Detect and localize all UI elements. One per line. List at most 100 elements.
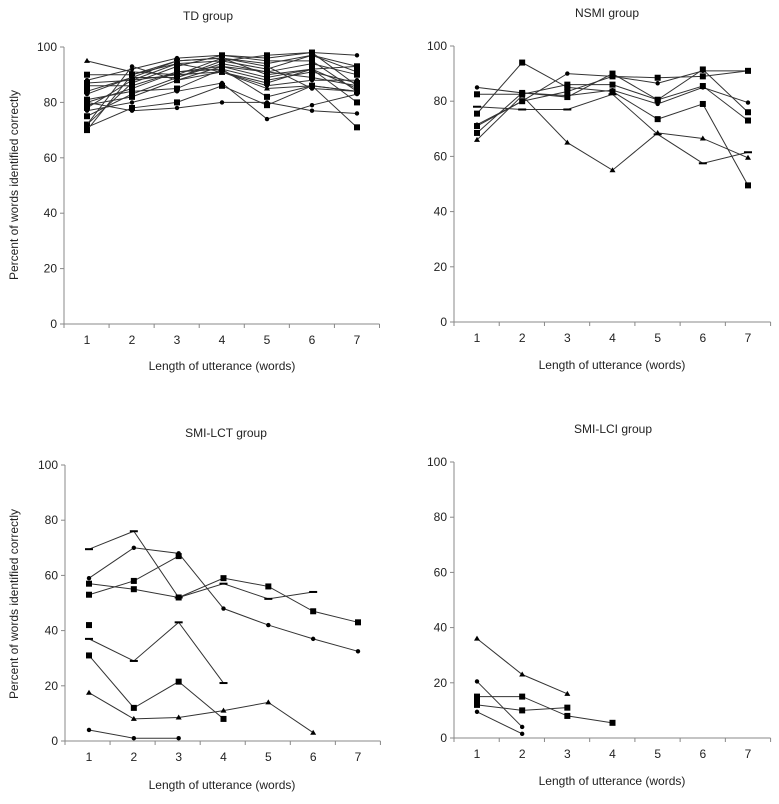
series-4 xyxy=(86,575,361,626)
data-point-square xyxy=(264,102,270,109)
series-3 xyxy=(474,59,751,189)
data-point-square xyxy=(129,80,135,87)
data-point-square xyxy=(519,693,526,700)
data-point-square xyxy=(309,52,315,59)
series-9 xyxy=(86,727,181,741)
data-point-triangle xyxy=(699,135,706,141)
series-line xyxy=(476,681,523,728)
data-point-triangle xyxy=(654,129,661,135)
data-point-dot xyxy=(519,724,525,730)
series-5 xyxy=(474,701,571,714)
data-point-square xyxy=(84,127,90,134)
data-point-square xyxy=(174,60,180,67)
series-14 xyxy=(84,82,360,131)
x-tick-label: 7 xyxy=(355,750,362,764)
x-axis-label: Length of utterance (words) xyxy=(539,774,686,788)
data-point-triangle xyxy=(474,136,480,142)
data-point-dot xyxy=(129,64,135,69)
panel-smi-lci: SMI-LCI group Length of utterance (words… xyxy=(427,422,772,788)
data-point-dot xyxy=(264,83,270,88)
series-16 xyxy=(84,64,360,127)
series-line xyxy=(88,547,359,652)
data-point-square xyxy=(519,707,526,714)
series-2 xyxy=(474,679,525,730)
data-point-square xyxy=(564,94,571,101)
data-point-dot xyxy=(266,622,271,628)
data-point-triangle xyxy=(264,85,270,91)
data-point-dash xyxy=(518,108,527,111)
x-tick-label: 1 xyxy=(86,750,93,764)
y-tick-label: 0 xyxy=(50,317,57,331)
panel-td: TD group Length of utterance (words) Per… xyxy=(7,9,380,373)
data-point-square xyxy=(174,85,180,92)
x-tick-label: 1 xyxy=(474,747,481,761)
data-point-square xyxy=(609,88,616,95)
series-1 xyxy=(474,85,751,107)
x-tick-label: 2 xyxy=(129,333,136,347)
data-point-triangle xyxy=(265,699,272,705)
y-tick-label: 0 xyxy=(440,315,447,329)
x-tick-label: 6 xyxy=(310,750,317,764)
data-point-dash xyxy=(129,659,138,662)
data-point-square xyxy=(654,96,661,103)
data-point-dot xyxy=(655,101,660,107)
data-point-dot xyxy=(309,108,315,113)
x-tick-label: 3 xyxy=(564,331,571,345)
data-point-square xyxy=(86,580,92,587)
data-point-square xyxy=(609,719,616,726)
data-point-dot xyxy=(565,71,570,76)
data-point-square xyxy=(699,100,706,107)
data-point-dot xyxy=(745,100,751,105)
x-tick-label: 5 xyxy=(265,750,272,764)
series-3 xyxy=(86,553,182,598)
y-tick-label: 40 xyxy=(44,206,58,220)
x-tick-label: 1 xyxy=(474,331,481,345)
data-point-triangle xyxy=(474,635,480,641)
data-point-square xyxy=(264,57,270,64)
data-point-square xyxy=(519,59,526,66)
data-point-square xyxy=(354,124,360,131)
data-point-square xyxy=(175,594,182,601)
data-point-square xyxy=(175,678,182,685)
series-line xyxy=(88,530,314,600)
data-point-square xyxy=(474,129,480,136)
x-tick-label: 7 xyxy=(354,333,361,347)
data-point-square xyxy=(354,99,360,106)
data-point-dot xyxy=(354,53,360,58)
x-tick-label: 7 xyxy=(745,331,752,345)
x-tick-label: 5 xyxy=(654,747,661,761)
y-axis-label: Percent of words identified correctly xyxy=(7,90,21,280)
data-point-square xyxy=(174,68,180,75)
data-point-square xyxy=(699,66,706,73)
y-tick-label: 100 xyxy=(37,40,57,54)
x-tick-label: 1 xyxy=(84,333,91,347)
series-4 xyxy=(473,93,752,165)
x-tick-label: 3 xyxy=(175,750,182,764)
y-tick-label: 40 xyxy=(434,205,448,219)
data-point-dot xyxy=(174,89,180,94)
data-point-square xyxy=(699,73,706,80)
data-point-dot xyxy=(519,731,525,737)
data-point-square xyxy=(354,85,360,92)
data-point-square xyxy=(310,608,317,615)
y-tick-label: 40 xyxy=(45,624,59,638)
series-line xyxy=(476,93,749,164)
data-point-square xyxy=(130,586,137,593)
data-point-square xyxy=(264,93,270,100)
data-point-triangle xyxy=(519,671,526,677)
x-axis-label: Length of utterance (words) xyxy=(149,359,296,373)
data-point-triangle xyxy=(519,92,526,98)
data-point-square xyxy=(129,85,135,92)
data-point-square xyxy=(219,82,225,89)
x-tick-label: 6 xyxy=(309,333,316,347)
data-point-square xyxy=(219,63,225,70)
data-point-dash xyxy=(698,162,707,165)
data-point-square xyxy=(264,68,270,75)
data-point-square xyxy=(745,109,751,116)
data-point-square xyxy=(86,622,92,629)
x-tick-label: 3 xyxy=(174,333,181,347)
series-18 xyxy=(84,55,360,97)
panel-smi-lct: SMI-LCT group Length of utterance (words… xyxy=(7,426,381,792)
x-axis-label: Length of utterance (words) xyxy=(539,358,686,372)
data-point-triangle xyxy=(745,154,751,160)
